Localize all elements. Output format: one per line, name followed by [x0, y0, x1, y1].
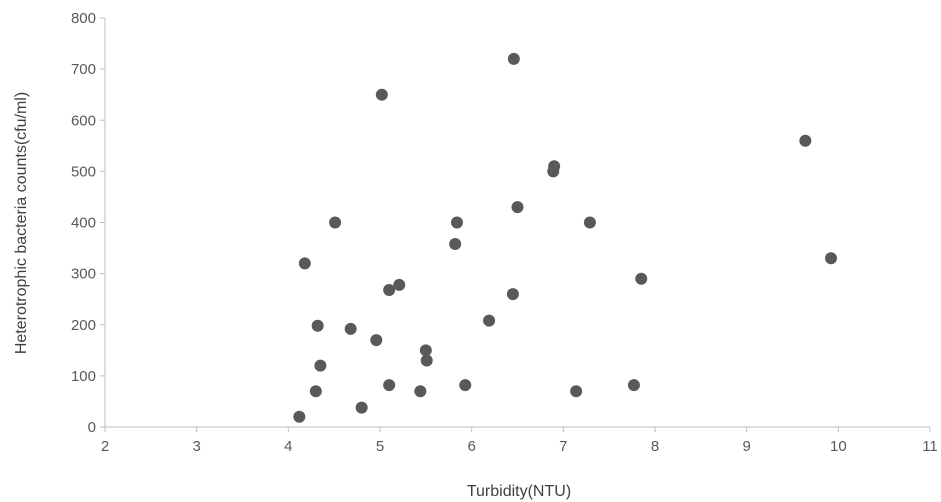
x-tick-label: 9	[742, 438, 750, 455]
tick-labels: 0 100 200 300 400 500 600 700 800 2 3 4 5 6 7 8 9 10 11	[71, 10, 938, 455]
axes	[100, 17, 931, 432]
x-tick-label: 5	[376, 438, 384, 455]
data-point	[583, 216, 596, 229]
data-points	[293, 52, 837, 423]
data-point	[355, 401, 368, 414]
data-point	[635, 272, 648, 285]
data-point	[383, 379, 396, 392]
data-point	[507, 52, 520, 65]
data-point	[627, 379, 640, 392]
data-point	[370, 334, 383, 347]
data-point	[451, 216, 463, 229]
x-tick-label: 4	[284, 438, 292, 455]
data-point	[548, 160, 561, 173]
x-tick-label: 6	[467, 438, 475, 455]
data-point	[483, 314, 496, 327]
data-point	[383, 283, 396, 296]
data-point	[393, 278, 406, 291]
x-tick-label: 7	[559, 438, 567, 455]
data-point	[329, 216, 342, 229]
x-tick-label: 2	[101, 438, 109, 455]
x-axis-title: Turbidity(NTU)	[467, 483, 571, 500]
data-point	[825, 252, 837, 265]
data-point	[309, 385, 322, 398]
data-point	[375, 88, 388, 101]
y-tick-label: 700	[71, 61, 96, 78]
y-tick-label: 800	[71, 10, 96, 27]
data-point	[459, 379, 472, 392]
x-tick-label: 3	[192, 438, 200, 455]
data-point	[506, 288, 519, 301]
data-point	[449, 237, 462, 250]
y-tick-label: 500	[71, 163, 96, 180]
data-point	[570, 385, 583, 398]
y-tick-label: 0	[88, 419, 96, 436]
y-tick-label: 600	[71, 112, 96, 129]
data-point	[420, 354, 433, 367]
data-point	[799, 134, 812, 147]
data-point	[511, 201, 524, 214]
data-point	[293, 410, 306, 423]
y-tick-label: 100	[71, 368, 96, 385]
x-tick-label: 10	[830, 438, 847, 455]
y-axis-title: Heterotrophic bacteria counts(cfu/ml)	[13, 92, 30, 354]
data-point	[311, 319, 324, 332]
y-tick-label: 200	[71, 317, 96, 334]
data-point	[414, 385, 427, 398]
data-point	[314, 359, 327, 372]
x-tick-label: 8	[651, 438, 659, 455]
x-tick-label: 11	[922, 438, 938, 455]
y-tick-label: 300	[71, 266, 96, 283]
y-tick-label: 400	[71, 215, 96, 232]
data-point	[298, 257, 311, 270]
data-point	[344, 322, 357, 335]
data-point	[419, 344, 432, 357]
